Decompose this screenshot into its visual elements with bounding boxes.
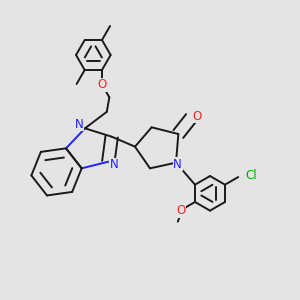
Text: Cl: Cl [245, 169, 257, 182]
Text: O: O [176, 205, 185, 218]
Text: N: N [75, 118, 83, 130]
Text: O: O [192, 110, 202, 123]
Text: N: N [173, 158, 182, 171]
Text: N: N [110, 158, 119, 172]
Text: O: O [98, 78, 106, 91]
